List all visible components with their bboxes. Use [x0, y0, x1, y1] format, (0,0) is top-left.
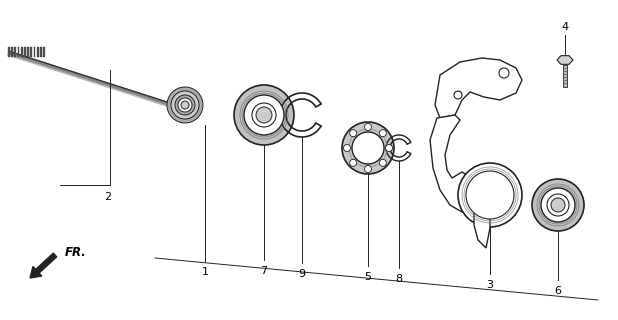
Circle shape: [379, 130, 386, 137]
Text: 6: 6: [554, 286, 562, 296]
Bar: [43, 47, 45, 57]
Bar: [40, 47, 42, 57]
Text: 2: 2: [104, 192, 112, 202]
Circle shape: [178, 98, 192, 112]
Bar: [24, 47, 26, 57]
Text: 7: 7: [260, 266, 268, 276]
Circle shape: [342, 122, 394, 174]
Circle shape: [386, 145, 392, 151]
Circle shape: [350, 159, 357, 166]
Bar: [17, 47, 19, 57]
Circle shape: [551, 198, 565, 212]
Bar: [14, 47, 16, 57]
Polygon shape: [474, 212, 490, 248]
Bar: [37, 47, 38, 57]
Circle shape: [171, 91, 199, 119]
Text: 8: 8: [396, 274, 402, 284]
Circle shape: [175, 95, 195, 115]
Circle shape: [365, 124, 371, 131]
Polygon shape: [435, 58, 522, 118]
Circle shape: [256, 107, 272, 123]
Circle shape: [181, 101, 189, 109]
Bar: [11, 47, 13, 57]
Text: 4: 4: [561, 22, 569, 32]
Circle shape: [252, 103, 276, 127]
Text: 9: 9: [298, 269, 305, 279]
Circle shape: [379, 159, 386, 166]
Circle shape: [454, 91, 462, 99]
Circle shape: [344, 145, 350, 151]
Circle shape: [234, 85, 294, 145]
Circle shape: [466, 171, 514, 219]
Bar: [21, 47, 23, 57]
Circle shape: [458, 163, 522, 227]
Circle shape: [532, 179, 584, 231]
Circle shape: [499, 68, 509, 78]
Polygon shape: [557, 56, 573, 64]
Circle shape: [541, 188, 575, 222]
Text: 3: 3: [486, 280, 494, 290]
Circle shape: [244, 95, 284, 135]
Bar: [8, 47, 10, 57]
Text: 5: 5: [365, 272, 371, 282]
Circle shape: [167, 87, 203, 123]
Bar: [563, 65, 567, 87]
Circle shape: [547, 194, 569, 216]
Bar: [33, 47, 35, 57]
Text: FR.: FR.: [65, 246, 87, 260]
Circle shape: [350, 130, 357, 137]
Bar: [27, 47, 29, 57]
Circle shape: [365, 165, 371, 172]
Polygon shape: [430, 115, 480, 212]
Circle shape: [352, 132, 384, 164]
Text: 1: 1: [201, 267, 208, 277]
Bar: [30, 47, 32, 57]
FancyArrow shape: [30, 253, 57, 278]
